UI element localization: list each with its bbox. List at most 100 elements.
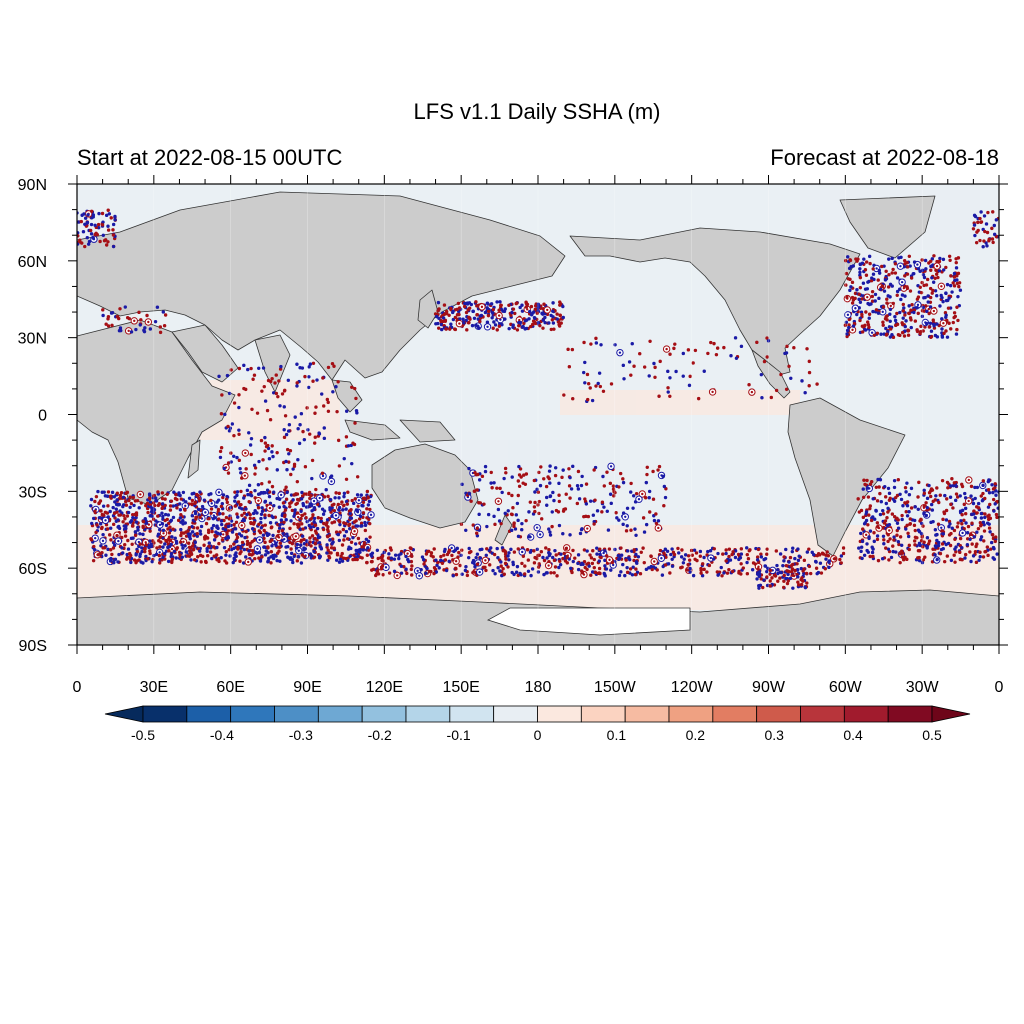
- observation-point: [97, 516, 102, 520]
- observation-point: [605, 509, 609, 513]
- observation-point: [118, 307, 122, 311]
- observation-point: [891, 267, 895, 272]
- observation-point: [883, 316, 888, 321]
- observation-point: [539, 465, 543, 469]
- observation-point: [630, 342, 634, 346]
- observation-point: [985, 545, 990, 549]
- observation-point: [897, 287, 902, 291]
- observation-point: [256, 483, 261, 487]
- observation-point: [242, 518, 246, 523]
- observation-point: [871, 554, 875, 559]
- observation-point: [793, 556, 797, 561]
- observation-point: [110, 310, 115, 315]
- observation-point: [140, 549, 144, 554]
- observation-point: [513, 527, 518, 531]
- observation-point: [173, 536, 177, 540]
- observation-point: [325, 518, 330, 522]
- observation-point: [450, 546, 453, 550]
- observation-point: [332, 364, 336, 368]
- observation-point: [948, 258, 952, 262]
- observation-point: [338, 522, 342, 527]
- observation-point: [439, 554, 443, 559]
- observation-point: [533, 500, 537, 505]
- observation-point: [557, 481, 561, 486]
- observation-point: [454, 560, 458, 563]
- observation-point: [434, 558, 438, 562]
- observation-point: [666, 390, 670, 394]
- observation-point: [645, 465, 649, 469]
- observation-point: [976, 220, 980, 225]
- observation-point: [845, 295, 849, 299]
- observation-point: [324, 523, 328, 527]
- observation-point: [942, 559, 947, 564]
- observation-point: [409, 567, 413, 572]
- observation-point: [674, 369, 678, 374]
- observation-point: [892, 535, 896, 539]
- observation-point: [237, 393, 241, 397]
- observation-point: [286, 544, 290, 549]
- observation-point: [477, 512, 481, 517]
- observation-point: [847, 317, 851, 322]
- observation-point: [93, 232, 97, 237]
- observation-point: [981, 555, 986, 559]
- observation-point: [294, 546, 299, 550]
- observation-point: [237, 532, 242, 536]
- observation-point: [857, 297, 861, 302]
- observation-point: [954, 332, 959, 336]
- observation-point: [117, 552, 121, 557]
- observation-point: [783, 351, 787, 356]
- observation-point: [125, 514, 130, 518]
- observation-point: [273, 381, 277, 385]
- observation-point: [485, 547, 489, 551]
- observation-point: [638, 352, 642, 356]
- observation-point: [745, 552, 749, 557]
- colorbar-swatch: [624, 705, 670, 723]
- observation-point: [232, 454, 236, 458]
- observation-point: [733, 336, 738, 340]
- observation-point: [954, 260, 958, 265]
- observation-point: [865, 548, 869, 553]
- observation-point: [893, 271, 898, 275]
- observation-point: [608, 481, 613, 486]
- observation-point: [215, 545, 219, 550]
- observation-point: [800, 379, 804, 383]
- observation-point: [346, 444, 351, 448]
- observation-point: [157, 539, 161, 543]
- observation-point: [795, 562, 799, 566]
- observation-point: [637, 498, 641, 501]
- observation-point: [519, 475, 523, 479]
- colorbar-label: 0: [534, 727, 542, 743]
- observation-point: [974, 560, 979, 565]
- observation-point: [958, 536, 963, 541]
- observation-point: [330, 503, 335, 507]
- observation-point: [436, 560, 440, 565]
- observation-point: [144, 541, 147, 544]
- observation-point: [942, 321, 945, 325]
- observation-point: [745, 546, 749, 550]
- observation-point: [281, 531, 285, 535]
- observation-point: [933, 289, 938, 293]
- observation-point: [419, 567, 423, 572]
- observation-point: [220, 501, 225, 506]
- observation-point: [91, 558, 96, 563]
- observation-point: [603, 549, 607, 553]
- observation-point: [993, 502, 997, 506]
- observation-point: [550, 510, 554, 514]
- observation-point: [355, 557, 359, 562]
- observation-point: [690, 553, 694, 557]
- observation-point: [116, 525, 120, 529]
- observation-point: [906, 534, 911, 539]
- observation-point: [952, 528, 957, 533]
- observation-point: [222, 518, 226, 523]
- observation-point: [608, 558, 611, 562]
- observation-point: [521, 554, 526, 558]
- observation-point: [972, 535, 977, 539]
- observation-point: [881, 320, 885, 324]
- observation-point: [180, 555, 185, 559]
- observation-point: [593, 570, 598, 575]
- observation-point: [263, 449, 267, 453]
- observation-point: [982, 239, 986, 243]
- observation-point: [90, 521, 94, 526]
- observation-point: [136, 528, 140, 532]
- observation-point: [706, 549, 710, 554]
